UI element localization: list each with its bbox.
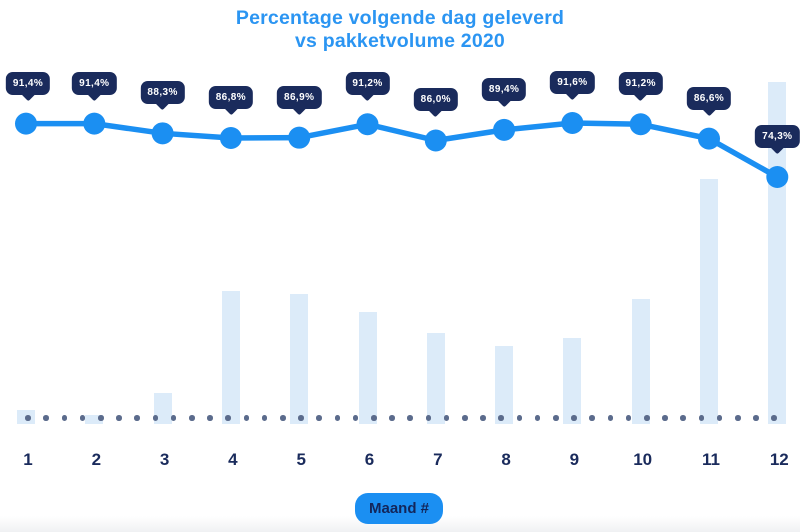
baseline-dot <box>516 415 523 421</box>
baseline-dot <box>716 415 723 421</box>
baseline-dot <box>607 415 614 421</box>
volume-bar-month-7 <box>426 333 445 424</box>
baseline-dot <box>698 415 705 421</box>
baseline-dot <box>225 415 231 421</box>
x-tick-month-4: 4 <box>228 450 238 469</box>
x-tick-month-12: 12 <box>769 450 789 469</box>
baseline-dot <box>534 415 541 421</box>
baseline-dot <box>625 415 632 421</box>
percentage-callout-month-10: 91,2% <box>618 72 663 96</box>
baseline-dot <box>771 415 777 421</box>
baseline-dot <box>280 415 286 421</box>
baseline-dot <box>98 415 104 421</box>
volume-bar-month-2 <box>85 415 104 424</box>
percentage-callout-month-3: 88,3% <box>140 81 185 105</box>
baseline-dot <box>243 415 250 421</box>
baseline-dot <box>389 415 395 421</box>
baseline-dot <box>680 415 686 421</box>
x-tick-month-5: 5 <box>296 450 306 469</box>
chart-title-line1: Percentage volgende dag geleverd <box>235 7 565 29</box>
percentage-callout-month-5: 86,9% <box>277 85 322 109</box>
x-tick-month-1: 1 <box>23 450 33 469</box>
volume-bar-month-5 <box>290 294 309 424</box>
baseline-dot <box>189 415 195 421</box>
baseline-dot <box>298 415 304 421</box>
percentage-callout-month-1: 91,4% <box>5 71 51 95</box>
baseline-dot <box>43 415 49 421</box>
volume-bar-month-3 <box>153 392 172 424</box>
baseline-dot <box>735 415 741 421</box>
x-tick-month-8: 8 <box>501 450 511 469</box>
x-tick-month-7: 7 <box>433 450 443 469</box>
x-tick-month-9: 9 <box>569 450 580 469</box>
x-tick-month-10: 10 <box>633 450 653 469</box>
x-tick-month-11: 11 <box>702 450 720 469</box>
volume-bar-month-4 <box>221 290 240 424</box>
baseline-dot <box>553 415 559 421</box>
baseline-dot <box>334 415 341 421</box>
baseline-dot <box>644 415 650 421</box>
baseline-dot <box>261 415 268 421</box>
baseline-dot <box>207 415 213 421</box>
volume-bar-month-6 <box>358 312 377 424</box>
baseline-dot <box>571 415 577 421</box>
percentage-callout-month-12: 74,3% <box>755 125 800 148</box>
volume-bar-month-9 <box>563 338 582 424</box>
percentage-callout-month-4: 86,8% <box>208 85 254 109</box>
volume-bar-month-10 <box>631 299 650 424</box>
percentage-callout-month-2: 91,4% <box>72 71 117 95</box>
chart-title: Percentage volgende dag geleverd vs pakk… <box>0 7 800 53</box>
baseline-dot <box>316 415 322 421</box>
volume-bar-month-11 <box>700 179 718 424</box>
baseline-dot <box>589 415 595 421</box>
x-axis-label-badge: Maand # <box>354 493 444 524</box>
baseline-dot <box>352 415 359 421</box>
x-tick-month-3: 3 <box>159 450 170 469</box>
percentage-callout-month-7: 86,0% <box>413 88 458 112</box>
baseline-dot <box>79 415 86 421</box>
percentage-callout-month-8: 89,4% <box>481 77 527 101</box>
baseline-dot <box>152 415 159 421</box>
baseline-dot <box>425 415 432 421</box>
baseline-dot <box>407 415 413 421</box>
percentage-callout-month-9: 91,6% <box>550 71 595 95</box>
baseline-dot <box>134 415 140 421</box>
baseline-dot <box>443 415 450 421</box>
baseline-dot <box>462 415 468 421</box>
x-tick-month-6: 6 <box>364 450 375 469</box>
baseline-dot <box>170 415 177 421</box>
baseline-dot <box>25 415 31 421</box>
baseline-dot <box>61 415 68 421</box>
x-tick-month-2: 2 <box>91 450 102 469</box>
percentage-callout-month-11: 86,6% <box>686 86 732 110</box>
baseline-dot <box>116 415 122 421</box>
baseline-dot <box>662 415 668 421</box>
baseline-dot <box>480 415 486 421</box>
volume-bar-month-8 <box>495 346 514 424</box>
baseline-dot <box>753 415 759 421</box>
percentage-callout-month-6: 91,2% <box>345 72 390 96</box>
baseline-dot <box>371 415 377 421</box>
baseline-dot <box>498 415 504 421</box>
chart-title-line2: vs pakketvolume 2020 <box>295 30 505 52</box>
footer-strip <box>0 516 800 532</box>
